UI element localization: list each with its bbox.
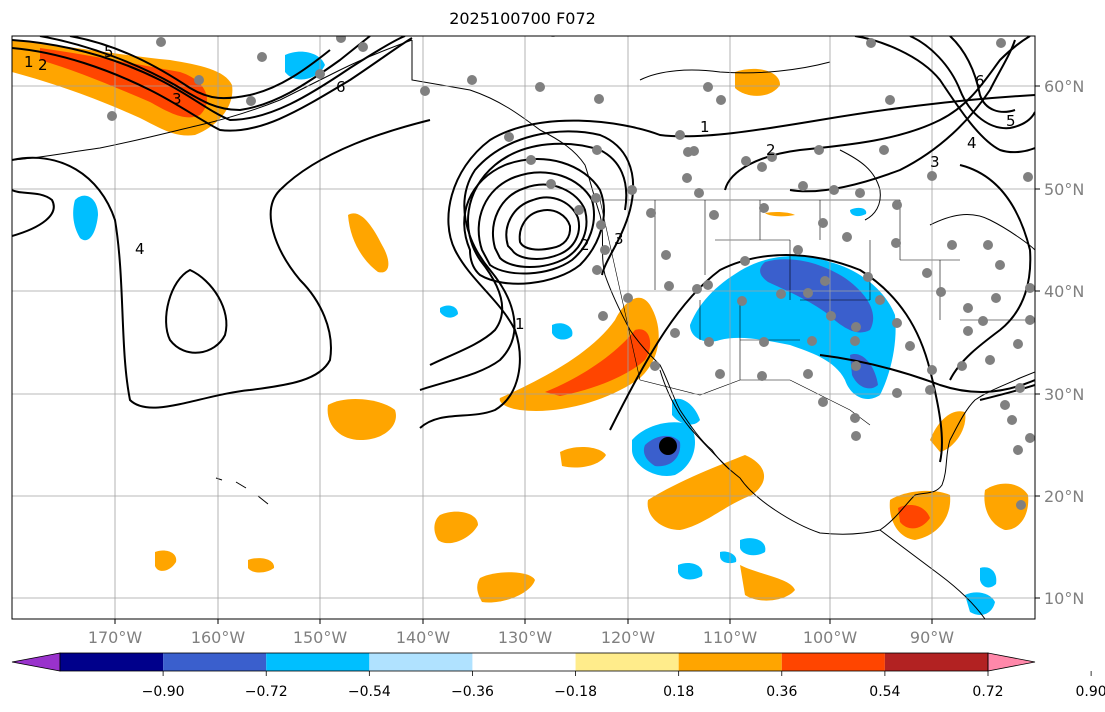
point-of-interest-marker xyxy=(659,437,677,455)
colorbar-segment xyxy=(266,653,370,671)
colorbar: −0.90 −0.72 −0.54 −0.36 −0.18 0.18 0.36 … xyxy=(11,652,1105,700)
grid-lines xyxy=(12,36,1035,619)
lon-label: 100°W xyxy=(803,628,858,647)
lat-label: 10°N xyxy=(1044,589,1084,608)
colorbar-tick-labels: −0.90 −0.72 −0.54 −0.36 −0.18 0.18 0.36 … xyxy=(142,684,1105,700)
colorbar-tick-label: −0.90 xyxy=(142,684,185,700)
lon-label: 160°W xyxy=(191,628,246,647)
lon-label: 120°W xyxy=(601,628,656,647)
lat-label: 60°N xyxy=(1044,77,1084,96)
colorbar-tick-label: 0.18 xyxy=(663,684,694,700)
lon-label: 110°W xyxy=(703,628,758,647)
colorbar-tick-label: −0.18 xyxy=(554,684,597,700)
lat-label: 40°N xyxy=(1044,282,1084,301)
map-frame xyxy=(11,35,1036,620)
contour-label: 2 xyxy=(580,236,590,254)
colorbar-tick-label: 0.72 xyxy=(972,684,1003,700)
colorbar-extend-left xyxy=(11,652,61,672)
lon-label: 90°W xyxy=(910,628,954,647)
axis-ticks xyxy=(114,85,1040,624)
colorbar-segment xyxy=(884,653,988,671)
latitude-labels: 60°N 50°N 40°N 30°N 20°N 10°N xyxy=(1044,77,1084,608)
colorbar-segment xyxy=(472,653,576,671)
contour-label: 2 xyxy=(766,141,776,159)
colorbar-tick-label: −0.36 xyxy=(451,684,494,700)
colorbar-tick-label: −0.54 xyxy=(348,684,391,700)
colorbar-tick-label: 0.36 xyxy=(766,684,797,700)
lat-label: 50°N xyxy=(1044,180,1084,199)
contour-label: 5 xyxy=(1006,112,1016,130)
contour-label: 3 xyxy=(930,153,940,171)
colorbar-tick-label: −0.72 xyxy=(245,684,288,700)
colorbar-segment xyxy=(60,653,164,671)
colorbar-outline xyxy=(59,652,989,672)
station-dots xyxy=(107,36,1035,510)
contour-label: 5 xyxy=(104,43,114,61)
colorbar-tick-label: 0.54 xyxy=(869,684,900,700)
colorbar-tick-label: 0.90 xyxy=(1076,684,1105,700)
lat-label: 30°N xyxy=(1044,385,1084,404)
contour-label: 1 xyxy=(700,118,710,136)
lon-label: 170°W xyxy=(88,628,143,647)
colorbar-segment xyxy=(678,653,782,671)
height-contours xyxy=(12,36,1035,463)
colorbar-ticks xyxy=(162,671,1092,676)
contour-label: 2 xyxy=(38,56,48,74)
contour-label: 4 xyxy=(967,134,977,152)
colorbar-segment xyxy=(369,653,473,671)
contour-label: 1 xyxy=(515,315,525,333)
colorbar-segment xyxy=(781,653,885,671)
contour-label: 4 xyxy=(135,240,145,258)
longitude-labels: 170°W 160°W 150°W 140°W 130°W 120°W 110°… xyxy=(88,628,954,647)
lon-label: 140°W xyxy=(396,628,451,647)
colorbar-segment xyxy=(163,653,267,671)
lon-label: 130°W xyxy=(498,628,553,647)
contour-label: 1 xyxy=(24,53,34,71)
shaded-fields xyxy=(12,40,1029,615)
lon-label: 150°W xyxy=(293,628,348,647)
contour-label: 6 xyxy=(975,72,985,90)
contour-label: 3 xyxy=(614,230,624,248)
coastlines xyxy=(12,39,1035,619)
contour-label: 3 xyxy=(172,90,182,108)
contour-labels: 1 2 3 4 5 6 1 2 3 4 5 6 1 2 3 xyxy=(24,43,1016,333)
map-title: 2025100700 F072 xyxy=(449,9,596,28)
lat-label: 20°N xyxy=(1044,487,1084,506)
colorbar-extend-right xyxy=(987,652,1036,672)
colorbar-segment xyxy=(575,653,679,671)
contour-label: 6 xyxy=(336,78,346,96)
